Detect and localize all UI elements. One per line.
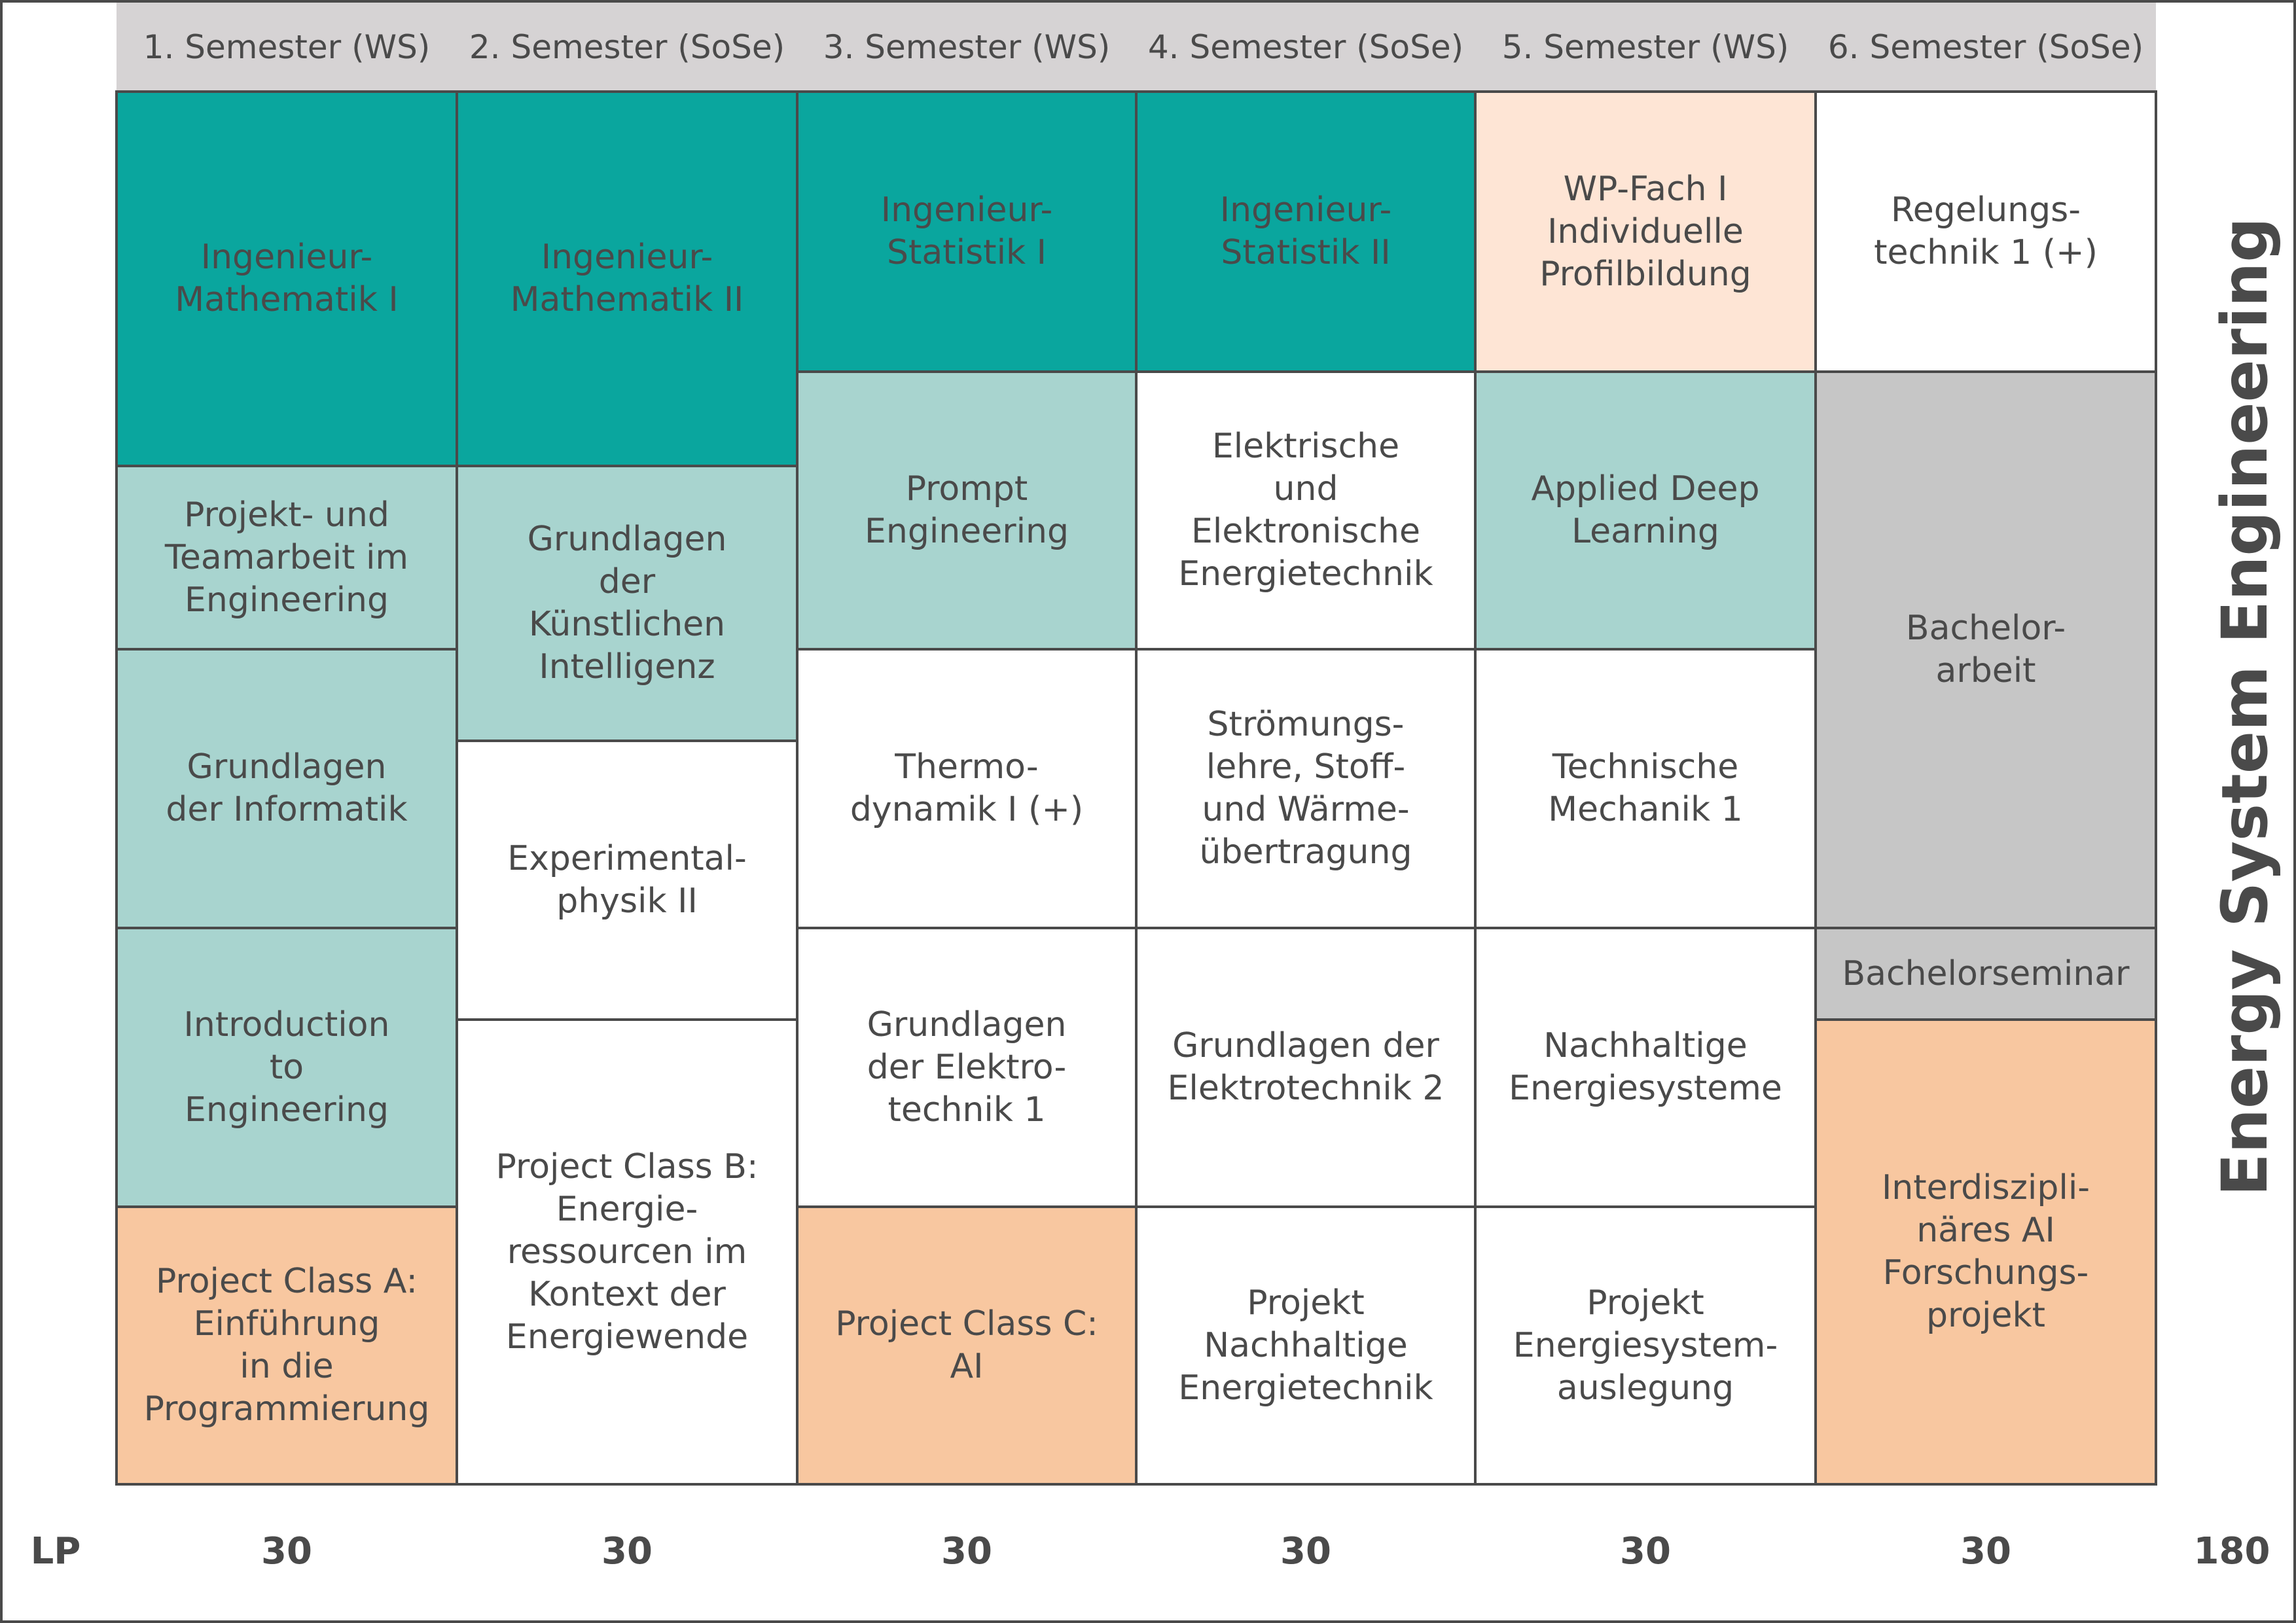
module-label: Grundlagen der Künstlichen Intelligenz xyxy=(527,520,727,687)
module-label: Grundlagen der Informatik xyxy=(166,747,408,829)
module-elektrische-energietechnik: Elektrische und Elektronische Energietec… xyxy=(1135,370,1477,651)
module-regelungstechnik-1: Regelungs- technik 1 (+) xyxy=(1814,90,2157,373)
module-label: Project Class C: AI xyxy=(835,1304,1098,1386)
semester-header-5: 5. Semester (WS) xyxy=(1475,3,1816,92)
module-grundlagen-informatik: Grundlagen der Informatik xyxy=(115,648,458,929)
semester-header-3: 3. Semester (WS) xyxy=(797,3,1136,92)
module-applied-deep-learning: Applied Deep Learning xyxy=(1474,370,1817,651)
module-grundlagen-elektrotechnik-2: Grundlagen der Elektrotechnik 2 xyxy=(1135,927,1477,1208)
module-label: Strömungs- lehre, Stoff- und Wärme- über… xyxy=(1199,705,1412,872)
module-label: Ingenieur- Statistik II xyxy=(1219,190,1392,272)
module-project-class-a: Project Class A: Einführung in die Progr… xyxy=(115,1205,458,1486)
module-stroemungslehre: Strömungs- lehre, Stoff- und Wärme- über… xyxy=(1135,648,1477,929)
module-label: Introduction to Engineering xyxy=(183,1005,390,1130)
module-label: Projekt- und Teamarbeit im Engineering xyxy=(164,495,409,620)
module-label: Projekt Energiesystem- auslegung xyxy=(1513,1283,1778,1408)
module-bachelorarbeit: Bachelor- arbeit xyxy=(1814,370,2157,929)
module-bachelorseminar: Bachelorseminar xyxy=(1814,927,2157,1021)
module-label: Grundlagen der Elektro- technik 1 xyxy=(867,1005,1067,1130)
module-label: Experimental- physik II xyxy=(507,839,747,921)
module-label: Elektrische und Elektronische Energietec… xyxy=(1178,427,1433,594)
module-label: Interdiszipli- näres AI Forschungs- proj… xyxy=(1881,1168,2090,1335)
module-label: Project Class B: Energie- ressourcen im … xyxy=(495,1147,759,1357)
semester-header-1: 1. Semester (WS) xyxy=(117,3,457,92)
lp-value-semester-6: 30 xyxy=(1960,1529,2011,1573)
module-experimentalphysik-2: Experimental- physik II xyxy=(456,740,798,1021)
module-prompt-engineering: Prompt Engineering xyxy=(796,370,1138,651)
module-label: Thermo- dynamik I (+) xyxy=(850,747,1084,829)
semester-header-4: 4. Semester (SoSe) xyxy=(1136,3,1475,92)
lp-value-semester-2: 30 xyxy=(601,1529,653,1573)
module-technische-mechanik-1: Technische Mechanik 1 xyxy=(1474,648,1817,929)
module-projekt-teamarbeit: Projekt- und Teamarbeit im Engineering xyxy=(115,465,458,651)
module-label: Bachelorseminar xyxy=(1842,954,2130,993)
module-interdisziplinaeres-ai-projekt: Interdiszipli- näres AI Forschungs- proj… xyxy=(1814,1018,2157,1486)
module-thermodynamik-1: Thermo- dynamik I (+) xyxy=(796,648,1138,929)
module-label: Prompt Engineering xyxy=(865,469,1069,551)
lp-label: LP xyxy=(30,1529,81,1573)
module-label: Projekt Nachhaltige Energietechnik xyxy=(1178,1283,1433,1408)
module-ingenieur-statistik-1: Ingenieur- Statistik I xyxy=(796,90,1138,373)
lp-value-semester-1: 30 xyxy=(261,1529,312,1573)
program-title-text: Energy System Engineering xyxy=(2208,217,2282,1196)
lp-value-semester-4: 30 xyxy=(1280,1529,1331,1573)
module-ingenieur-mathematik-2: Ingenieur- Mathematik II xyxy=(456,90,798,467)
module-grundlagen-ki: Grundlagen der Künstlichen Intelligenz xyxy=(456,465,798,742)
lp-value-semester-5: 30 xyxy=(1620,1529,1671,1573)
module-wp-fach-1: WP-Fach I Individuelle Profilbildung xyxy=(1474,90,1817,373)
module-nachhaltige-energiesysteme: Nachhaltige Energiesysteme xyxy=(1474,927,1817,1208)
module-label: Grundlagen der Elektrotechnik 2 xyxy=(1167,1026,1444,1108)
module-projekt-energiesystemauslegung: Projekt Energiesystem- auslegung xyxy=(1474,1205,1817,1486)
module-ingenieur-mathematik-1: Ingenieur- Mathematik I xyxy=(115,90,458,467)
module-label: Technische Mechanik 1 xyxy=(1548,747,1743,829)
module-project-class-b: Project Class B: Energie- ressourcen im … xyxy=(456,1018,798,1486)
module-label: Ingenieur- Statistik I xyxy=(880,190,1053,272)
module-label: Ingenieur- Mathematik I xyxy=(175,238,399,319)
module-label: Regelungs- technik 1 (+) xyxy=(1874,190,2098,272)
module-label: Bachelor- arbeit xyxy=(1905,609,2066,690)
semester-header-6: 6. Semester (SoSe) xyxy=(1816,3,2156,92)
lp-total: 180 xyxy=(2193,1529,2270,1573)
module-label: Ingenieur- Mathematik II xyxy=(510,238,744,319)
program-title: Energy System Engineering xyxy=(2179,92,2296,1322)
module-label: Applied Deep Learning xyxy=(1531,469,1760,551)
module-label: Nachhaltige Energiesysteme xyxy=(1509,1026,1782,1108)
module-introduction-engineering: Introduction to Engineering xyxy=(115,927,458,1208)
module-grundlagen-elektrotechnik-1: Grundlagen der Elektro- technik 1 xyxy=(796,927,1138,1208)
lp-value-semester-3: 30 xyxy=(941,1529,992,1573)
module-projekt-nachhaltige-energietechnik: Projekt Nachhaltige Energietechnik xyxy=(1135,1205,1477,1486)
semester-header-2: 2. Semester (SoSe) xyxy=(457,3,797,92)
module-label: Project Class A: Einführung in die Progr… xyxy=(143,1262,430,1429)
module-label: WP-Fach I Individuelle Profilbildung xyxy=(1539,169,1751,294)
module-ingenieur-statistik-2: Ingenieur- Statistik II xyxy=(1135,90,1477,373)
module-project-class-c: Project Class C: AI xyxy=(796,1205,1138,1486)
